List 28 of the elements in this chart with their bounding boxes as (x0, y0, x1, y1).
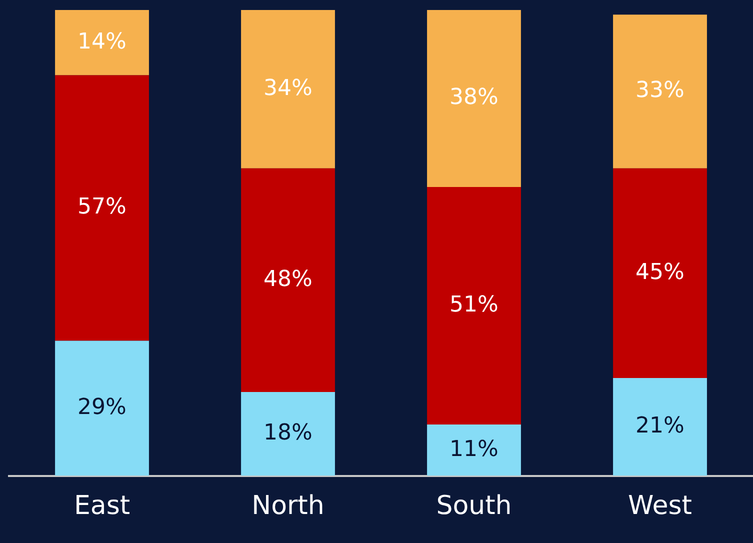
data-label: 18% (264, 420, 312, 446)
bar (241, 10, 335, 168)
bar (427, 10, 521, 188)
x-tick-label: West (628, 491, 692, 522)
bar (241, 168, 335, 392)
x-tick-label: North (252, 491, 324, 522)
data-label: 33% (636, 78, 684, 104)
bar (55, 75, 149, 341)
data-label: 29% (78, 394, 126, 420)
data-label: 14% (78, 29, 126, 54)
x-tick-label: East (74, 491, 130, 522)
bar (55, 10, 149, 76)
data-label: 57% (78, 194, 126, 220)
bar (427, 187, 521, 425)
data-label: 48% (264, 266, 312, 292)
bar (613, 168, 707, 378)
bar (55, 340, 149, 476)
data-label: 21% (636, 414, 684, 439)
x-tick-label: South (436, 491, 512, 522)
bar (427, 424, 521, 476)
bar (613, 14, 707, 168)
data-label: 51% (450, 292, 498, 318)
bar (613, 378, 707, 476)
data-label: 11% (450, 436, 498, 462)
data-label: 38% (450, 85, 498, 110)
data-label: 34% (264, 76, 312, 101)
data-label: 45% (636, 260, 684, 285)
bar (241, 392, 335, 476)
